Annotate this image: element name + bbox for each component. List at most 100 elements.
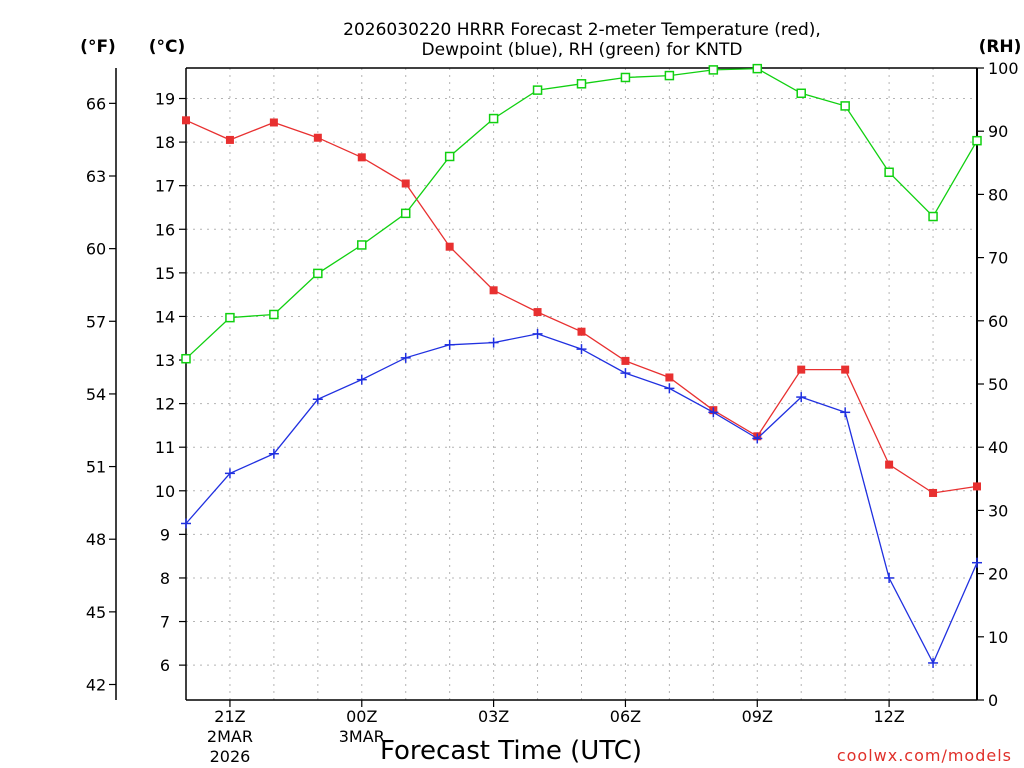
dewpoint-point	[312, 394, 323, 405]
x-tick-label: 06Z	[610, 707, 641, 726]
temperature-point	[841, 365, 850, 374]
rh-point	[488, 113, 499, 124]
rh-tick-label: 80	[988, 185, 1008, 204]
fahrenheit-tick-label: 48	[86, 530, 106, 549]
temperature-point	[929, 488, 938, 497]
rh-tick-label: 20	[988, 565, 1008, 584]
rh-point	[532, 85, 543, 95]
temperature-point	[665, 373, 674, 382]
temperature-point	[269, 118, 278, 127]
rh-point	[840, 101, 850, 111]
rh-tick-label: 100	[988, 59, 1019, 78]
fahrenheit-tick-label: 54	[86, 385, 106, 404]
rh-tick-label: 60	[988, 312, 1008, 331]
rh-point	[752, 63, 763, 74]
dewpoint-point	[972, 557, 982, 568]
rh-line	[185, 67, 978, 360]
chart-title-line1: 2026030220 HRRR Forecast 2-meter Tempera…	[343, 20, 821, 40]
dewpoint-point	[181, 518, 191, 529]
x-tick-label: 12Z	[873, 707, 904, 726]
series-layer	[181, 63, 982, 668]
fahrenheit-axis: 42 45 48 51 54 57 60 63 66	[86, 94, 116, 695]
gridlines	[185, 68, 978, 700]
rh-tick-label: 40	[988, 438, 1008, 457]
rh-point	[796, 88, 806, 99]
celsius-unit-label: (°C)	[149, 37, 186, 57]
temperature-point	[182, 116, 190, 125]
rh-tick-label: 30	[988, 501, 1008, 520]
temperature-point	[797, 365, 806, 374]
dewpoint-point	[356, 374, 367, 385]
rh-tick-label: 50	[988, 375, 1008, 394]
rh-point	[708, 65, 719, 75]
rh-point	[884, 167, 894, 178]
celsius-tick-label: 11	[155, 438, 175, 457]
celsius-tick-label: 6	[160, 656, 170, 675]
rh-tick-label: 0	[988, 691, 998, 710]
rh-point	[444, 151, 455, 162]
rh-point	[181, 353, 191, 364]
rh-tick-label: 90	[988, 122, 1008, 141]
dewpoint-point	[400, 352, 411, 363]
temperature-point	[533, 308, 542, 317]
dewpoint-point	[224, 468, 235, 479]
dewpoint-point	[444, 339, 455, 350]
dewpoint-point	[532, 328, 543, 339]
celsius-tick-label: 17	[155, 177, 175, 196]
celsius-tick-label: 12	[155, 395, 175, 414]
x-tick-date: 2MAR	[207, 727, 253, 746]
rh-point	[357, 240, 367, 250]
rh-point	[225, 312, 235, 323]
celsius-axis: 6 7 8 9 10 11 12 13 14 15 16 17 18 19	[155, 90, 186, 675]
rh-point	[576, 79, 587, 89]
rh-tick-label: 70	[988, 249, 1008, 268]
celsius-tick-label: 19	[155, 90, 175, 109]
celsius-tick-label: 15	[155, 264, 175, 283]
dewpoint-point	[576, 344, 587, 355]
temperature-point	[357, 153, 366, 162]
celsius-tick-label: 7	[160, 613, 170, 632]
dewpoint-point	[928, 657, 939, 668]
rh-axis: 0 10 20 30 40 50 60 70 80 90 100	[977, 59, 1019, 710]
temperature-point	[225, 135, 234, 144]
temperature-point	[313, 133, 322, 142]
rh-unit-label: (RH)	[979, 37, 1022, 57]
x-tick-label: 09Z	[742, 707, 773, 726]
axes	[115, 67, 978, 701]
dewpoint-point	[840, 407, 851, 418]
celsius-tick-label: 14	[155, 307, 175, 326]
temperature-point	[445, 242, 454, 251]
dewpoint-point	[664, 383, 675, 394]
fahrenheit-tick-label: 57	[86, 312, 106, 331]
temperature-point	[885, 460, 894, 469]
x-tick-label: 21Z	[214, 707, 245, 726]
temperature-point	[401, 179, 410, 188]
rh-point	[269, 309, 279, 320]
fahrenheit-tick-label: 60	[86, 240, 106, 259]
x-tick-date: 3MAR	[339, 727, 385, 746]
temperature-point	[621, 356, 630, 365]
x-tick-year: 2026	[210, 747, 251, 766]
rh-point	[972, 135, 982, 146]
dewpoint-point	[708, 407, 719, 418]
dewpoint-point	[488, 337, 499, 348]
celsius-tick-label: 9	[160, 525, 170, 544]
fahrenheit-tick-label: 63	[86, 167, 106, 186]
rh-point	[313, 268, 323, 279]
celsius-tick-label: 16	[155, 220, 175, 239]
dewpoint-point	[884, 572, 895, 583]
dewpoint-point	[268, 448, 279, 459]
fahrenheit-tick-label: 45	[86, 603, 106, 622]
watermark: coolwx.com/models	[837, 746, 1012, 765]
x-tick-label: 00Z	[346, 707, 377, 726]
x-axis-label: Forecast Time (UTC)	[380, 736, 642, 766]
temperature-point	[489, 286, 498, 295]
fahrenheit-tick-label: 42	[86, 676, 106, 695]
fahrenheit-unit-label: (°F)	[80, 37, 116, 57]
dewpoint-point	[752, 433, 763, 444]
rh-point	[620, 72, 631, 83]
temperature-point	[577, 327, 586, 336]
dewpoint-point	[796, 392, 807, 403]
